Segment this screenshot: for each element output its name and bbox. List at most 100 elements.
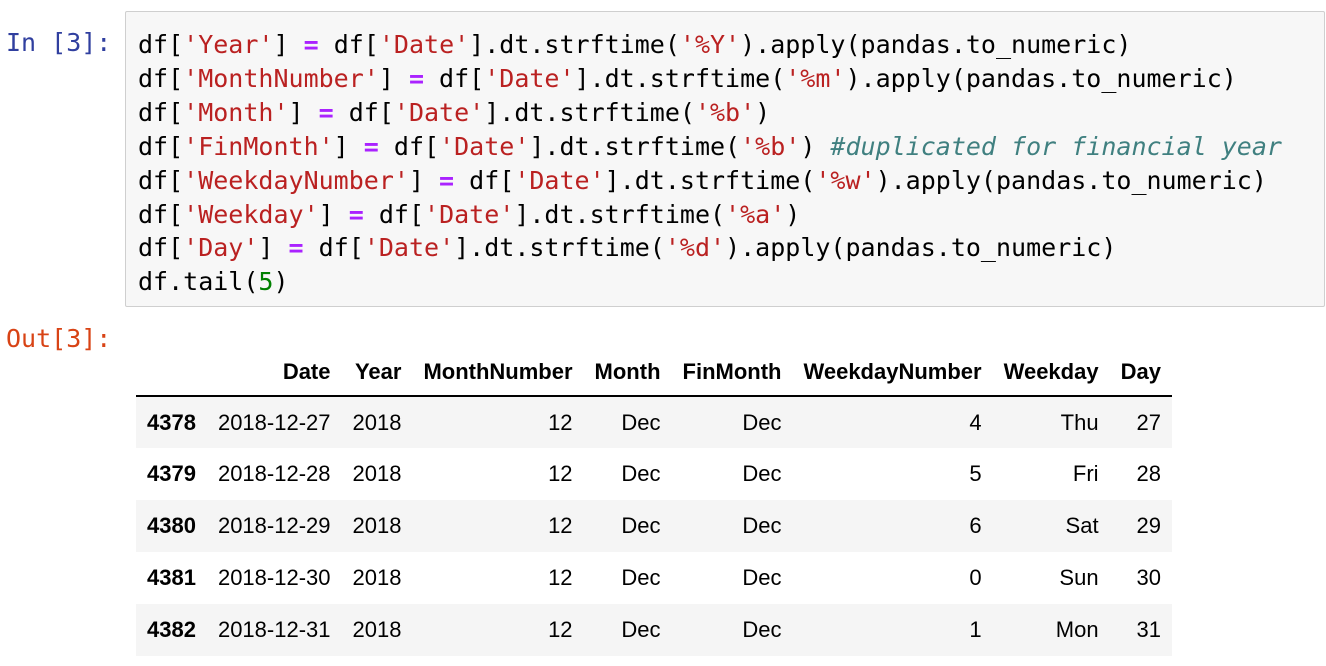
table-cell: 12 — [548, 461, 573, 486]
code-token: = — [303, 30, 319, 59]
code-token: = — [408, 63, 424, 93]
code-token: ] — [288, 97, 319, 127]
table-row: 4378 2018-12-27 2018 12 Dec Dec 4 Thu 27 — [136, 396, 1172, 448]
code-token: '%Y' — [679, 30, 741, 59]
table-row: 4382 2018-12-31 2018 12 Dec Dec 1 Mon 31 — [136, 604, 1172, 656]
code-token: ).apply(pandas.to_numeric) — [725, 233, 1117, 263]
code-token: df[ — [138, 30, 184, 59]
table-row: 4380 2018-12-29 2018 12 Dec Dec 6 Sat 29 — [136, 500, 1172, 552]
code-line: df['Day'] = df['Date'].dt.strftime('%d')… — [138, 231, 1282, 265]
table-cell: 12 — [548, 565, 573, 590]
code-line: df['WeekdayNumber'] = df['Date'].dt.strf… — [138, 164, 1282, 198]
table-header-row: Date Year MonthNumber Month FinMonth WeekdayN… — [136, 348, 1172, 397]
table-cell: 31 — [1136, 617, 1161, 642]
code-token: ] — [318, 199, 349, 229]
code-token: ].dt.strftime( — [514, 199, 726, 229]
code-cell-input[interactable]: df['Year'] = df['Date'].dt.strftime('%Y'… — [125, 11, 1325, 307]
code-token: df[ — [138, 165, 184, 195]
table-cell: 27 — [1136, 409, 1161, 435]
code-token: df[ — [138, 97, 184, 127]
code-line: df['Month'] = df['Date'].dt.strftime('%b… — [138, 96, 1282, 130]
table-cell: 30 — [1136, 565, 1161, 590]
table-cell: 2018 — [352, 409, 402, 435]
table-cell: Dec — [621, 565, 661, 590]
row-index: 4379 — [147, 461, 196, 486]
table-cell: Mon — [1055, 617, 1099, 642]
code-token: ].dt.strftime( — [604, 165, 816, 195]
code-token: = — [288, 233, 304, 263]
table-cell: 29 — [1136, 513, 1161, 538]
code-token: ).apply(pandas.to_numeric) — [875, 165, 1267, 195]
code-token: ).apply(pandas.to_numeric) — [845, 63, 1237, 93]
code-token: 'Day' — [183, 233, 259, 263]
table-cell: Dec — [621, 513, 661, 538]
code-token: df[ — [454, 165, 515, 195]
code-token: ] — [258, 233, 289, 263]
code-token: '%d' — [664, 233, 726, 263]
code-token: ] — [273, 30, 304, 59]
column-header: WeekdayNumber — [792, 348, 993, 397]
code-token: 'Date' — [363, 233, 455, 263]
code-token: ].dt.strftime( — [484, 97, 695, 127]
table-cell: 12 — [548, 409, 573, 435]
code-token: 'Date' — [424, 199, 515, 229]
table-cell: Dec — [742, 565, 782, 590]
code-token: ].dt.strftime( — [529, 131, 741, 161]
code-token: = — [348, 199, 364, 229]
column-header: Year — [341, 348, 413, 397]
code-token: 'Date' — [378, 30, 470, 59]
table-cell: 2018-12-30 — [217, 565, 331, 590]
code-token: 'WeekdayNumber' — [183, 165, 409, 195]
code-token: df[ — [363, 199, 425, 229]
code-token: #duplicated for financial year — [830, 131, 1282, 161]
code-token: '%m' — [785, 63, 846, 93]
code-editor[interactable]: df['Year'] = df['Date'].dt.strftime('%Y'… — [138, 28, 1282, 299]
table-cell: 1 — [969, 617, 982, 642]
code-token: df[ — [138, 131, 184, 161]
table-cell: Sat — [1065, 513, 1099, 538]
table-cell: 2018 — [352, 565, 402, 590]
code-token: 'Date' — [393, 97, 485, 127]
table-row: 4381 2018-12-30 2018 12 Dec Dec 0 Sun 30 — [136, 552, 1172, 604]
table-cell: Fri — [1072, 461, 1099, 486]
table-cell: Dec — [742, 409, 782, 435]
table-cell: Thu — [1060, 409, 1099, 435]
code-token: df[ — [378, 131, 440, 161]
code-token: 'Date' — [484, 63, 575, 93]
table-cell: Dec — [742, 513, 782, 538]
table-cell: Sun — [1059, 565, 1099, 590]
table-cell: 2018 — [352, 513, 402, 538]
code-token: 'FinMonth' — [183, 131, 334, 161]
code-token: ) — [273, 267, 289, 297]
table-cell: 12 — [548, 617, 573, 642]
code-token: df.tail( — [138, 267, 259, 297]
row-index: 4378 — [147, 409, 196, 435]
code-token: = — [439, 165, 455, 195]
code-token: df[ — [138, 63, 184, 93]
code-token: = — [363, 131, 379, 161]
code-token: 'MonthNumber' — [183, 63, 379, 93]
code-token: ).apply(pandas.to_numeric) — [740, 30, 1132, 59]
code-line: df['Year'] = df['Date'].dt.strftime('%Y'… — [138, 28, 1282, 62]
table-cell: Dec — [742, 461, 782, 486]
code-token: ) — [755, 97, 771, 127]
table-cell: Dec — [742, 617, 782, 642]
column-header: MonthNumber — [412, 348, 584, 397]
code-token: 'Date' — [439, 131, 530, 161]
code-line: df['Weekday'] = df['Date'].dt.strftime('… — [138, 198, 1282, 232]
table-row: 4379 2018-12-28 2018 12 Dec Dec 5 Fri 28 — [136, 448, 1172, 500]
table-cell: 0 — [969, 565, 982, 590]
code-token: ] — [378, 63, 409, 93]
table-cell: 2018-12-27 — [217, 409, 331, 435]
row-index: 4382 — [147, 617, 196, 642]
table-cell: 5 — [969, 461, 982, 486]
code-token: '%b' — [740, 131, 801, 161]
table-cell: 2018-12-29 — [217, 513, 331, 538]
code-token: ].dt.strftime( — [469, 30, 680, 59]
code-token: df[ — [424, 63, 485, 93]
code-line: df.tail(5) — [138, 265, 1282, 299]
table-cell: 2018 — [352, 461, 402, 486]
table-cell: 6 — [969, 513, 982, 538]
column-header: FinMonth — [671, 348, 793, 397]
code-token: '%a' — [725, 199, 786, 229]
